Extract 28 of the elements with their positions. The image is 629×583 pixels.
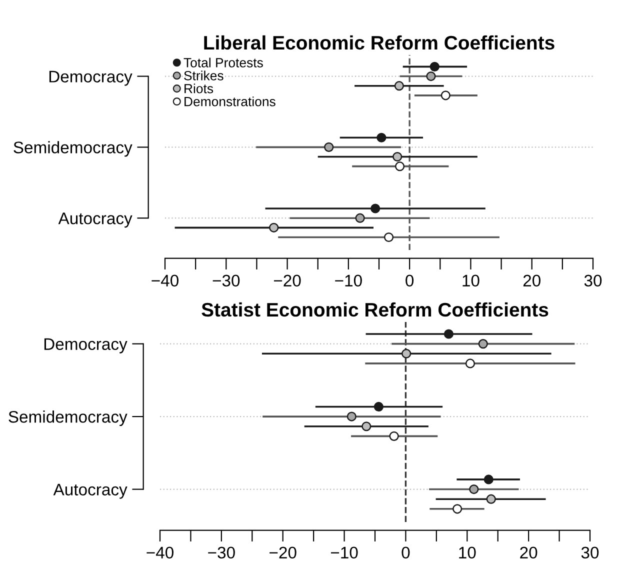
x-tick-label: 30 — [584, 274, 602, 287]
x-tick-label: −40 — [152, 274, 178, 287]
y-tick-label: Semidemocracy — [8, 410, 128, 426]
x-tick-label: 0 — [406, 274, 414, 287]
legend-label: Riots — [184, 84, 214, 94]
x-tick-label: −30 — [212, 274, 240, 287]
chart-title: Statist Economic Reform Coefficients — [202, 302, 548, 317]
x-tick-label: −10 — [335, 274, 362, 287]
y-tick-label: Autocracy — [53, 484, 128, 499]
y-tick-label: Democracy — [49, 70, 132, 86]
x-tick-label: 20 — [523, 274, 540, 287]
chart-title: Liberal Economic Reform Coefficients — [204, 35, 554, 50]
x-tick-label: −20 — [270, 546, 296, 559]
x-tick-label: −30 — [208, 546, 235, 559]
x-tick-label: 10 — [459, 546, 476, 559]
y-tick-label: Democracy — [44, 338, 128, 354]
x-tick-label: −20 — [274, 274, 301, 287]
legend-label: Total Protests — [184, 58, 263, 68]
x-tick-label: −10 — [330, 546, 358, 559]
x-tick-label: 20 — [520, 546, 538, 559]
y-tick-label: Semidemocracy — [14, 141, 132, 157]
x-tick-label: −40 — [146, 546, 174, 559]
legend-label: Strikes — [184, 70, 224, 80]
legend-label: Demonstrations — [184, 96, 276, 106]
x-tick-label: 10 — [462, 274, 480, 287]
x-tick-label: 0 — [402, 546, 410, 559]
y-tick-label: Autocracy — [58, 212, 132, 228]
x-tick-label: 30 — [581, 546, 599, 559]
